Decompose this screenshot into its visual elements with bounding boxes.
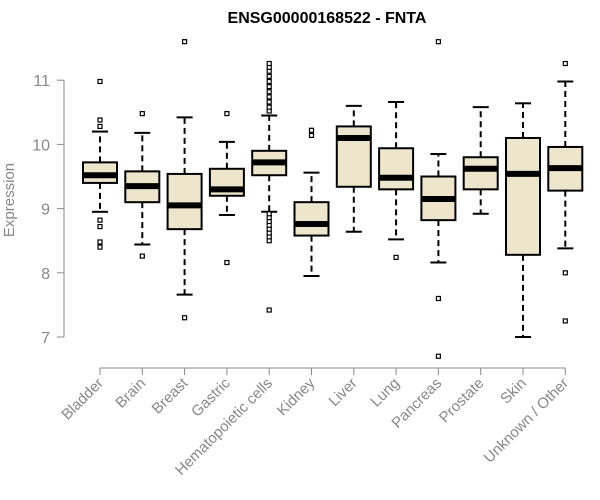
box-group bbox=[251, 60, 288, 313]
outlier-point bbox=[139, 110, 145, 117]
outlier-point bbox=[266, 94, 272, 100]
x-tick-label: Bladder bbox=[58, 375, 107, 424]
outlier-point bbox=[266, 78, 272, 85]
box-group bbox=[420, 39, 457, 359]
outlier-point bbox=[97, 117, 103, 123]
outlier-point bbox=[182, 315, 188, 321]
x-tick-label: Liver bbox=[326, 375, 361, 410]
outlier-point bbox=[97, 78, 103, 85]
box-group bbox=[82, 78, 118, 250]
outlier-point bbox=[266, 99, 272, 105]
outlier-point bbox=[562, 318, 568, 324]
x-tick-label: Skin bbox=[497, 375, 530, 408]
outlier-point bbox=[97, 239, 103, 245]
chart-title: ENSG00000168522 - FNTA bbox=[228, 10, 427, 27]
outlier-point bbox=[266, 89, 272, 95]
outlier-point bbox=[308, 132, 315, 139]
x-tick-label: Breast bbox=[149, 374, 192, 417]
outlier-point bbox=[435, 353, 441, 359]
outlier-point bbox=[139, 253, 145, 259]
outlier-point bbox=[266, 211, 272, 217]
outlier-point bbox=[435, 295, 441, 302]
y-axis-title: Expression bbox=[1, 163, 18, 237]
x-tick-label: Lung bbox=[367, 375, 403, 411]
y-tick-label: 9 bbox=[41, 202, 50, 219]
box-group bbox=[547, 60, 584, 324]
outlier-point bbox=[266, 84, 272, 90]
x-tick-label: Prostate bbox=[436, 375, 488, 427]
outlier-point bbox=[266, 60, 272, 67]
box-group bbox=[335, 104, 372, 233]
outlier-point bbox=[97, 223, 103, 230]
y-tick-label: 7 bbox=[41, 330, 50, 347]
box-series bbox=[82, 39, 584, 359]
outlier-point bbox=[182, 39, 188, 45]
outlier-point bbox=[308, 127, 315, 133]
x-tick-label: Kidney bbox=[274, 374, 319, 419]
outlier-point bbox=[266, 307, 272, 313]
box-group bbox=[124, 110, 161, 259]
outlier-point bbox=[266, 104, 272, 110]
box-group bbox=[293, 127, 330, 278]
box-iqr bbox=[462, 156, 499, 191]
outlier-point bbox=[97, 217, 103, 223]
outlier-point bbox=[393, 254, 399, 260]
outlier-point bbox=[562, 270, 568, 276]
box-group bbox=[505, 102, 541, 338]
outlier-point bbox=[435, 39, 441, 45]
box-iqr bbox=[166, 172, 203, 231]
y-tick-label: 11 bbox=[33, 73, 50, 90]
box-iqr bbox=[505, 136, 541, 256]
outlier-point bbox=[266, 73, 272, 79]
box-group bbox=[166, 39, 203, 321]
y-tick-label: 8 bbox=[41, 266, 50, 283]
box-group bbox=[208, 110, 245, 266]
outlier-point bbox=[97, 123, 103, 130]
y-axis: 7 8 9 10 11 bbox=[32, 73, 65, 347]
box-iqr bbox=[378, 147, 415, 191]
y-tick-label: 10 bbox=[32, 137, 50, 154]
outlier-point bbox=[97, 244, 103, 250]
box-group bbox=[378, 101, 415, 260]
box-iqr bbox=[293, 201, 330, 237]
outlier-point bbox=[224, 259, 230, 266]
box-group bbox=[462, 106, 499, 215]
x-tick-label: Brain bbox=[112, 375, 149, 412]
outlier-point bbox=[224, 110, 230, 117]
outlier-point bbox=[562, 60, 568, 67]
